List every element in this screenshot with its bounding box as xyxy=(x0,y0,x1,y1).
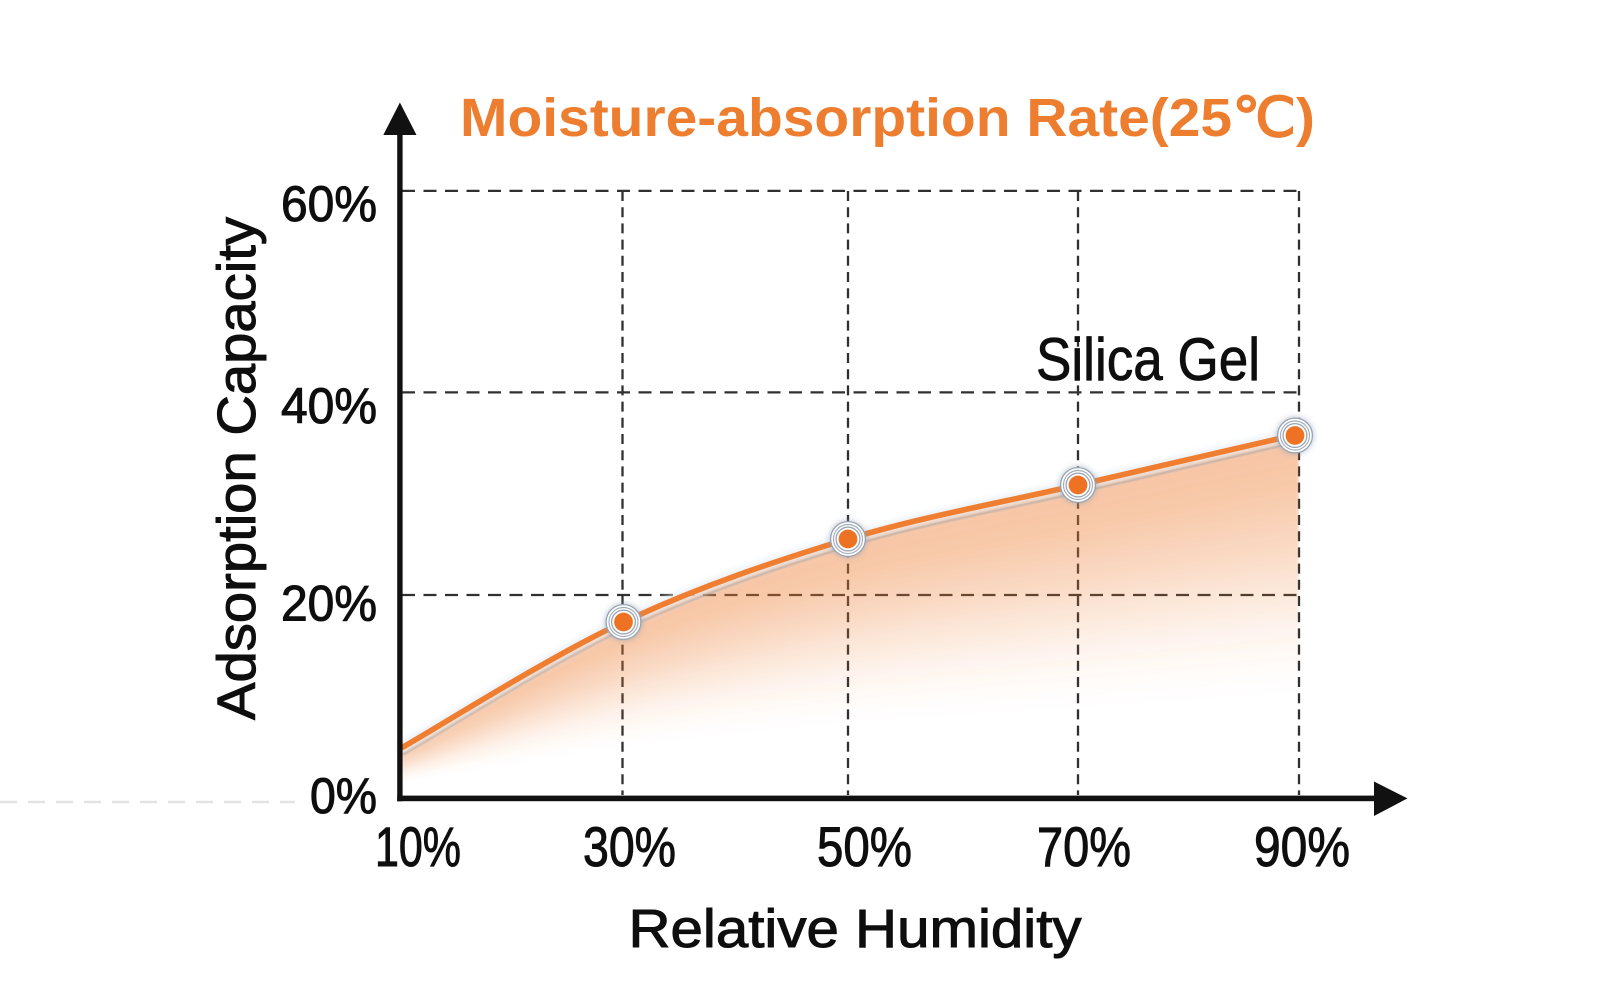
svg-text:90%: 90% xyxy=(1254,815,1350,878)
svg-text:Adsorption Capacity: Adsorption Capacity xyxy=(207,217,267,720)
svg-text:60%: 60% xyxy=(281,176,377,232)
svg-text:0%: 0% xyxy=(310,768,377,824)
svg-text:40%: 40% xyxy=(281,378,377,434)
svg-text:Relative Humidity: Relative Humidity xyxy=(629,899,1082,959)
svg-text:30%: 30% xyxy=(583,815,676,878)
svg-text:10%: 10% xyxy=(375,815,461,878)
svg-text:Moisture-absorption Rate(25℃): Moisture-absorption Rate(25℃) xyxy=(460,88,1315,148)
svg-text:70%: 70% xyxy=(1037,815,1131,878)
svg-text:Silica Gel: Silica Gel xyxy=(1036,326,1260,393)
svg-text:50%: 50% xyxy=(817,815,912,878)
svg-text:20%: 20% xyxy=(281,576,377,632)
